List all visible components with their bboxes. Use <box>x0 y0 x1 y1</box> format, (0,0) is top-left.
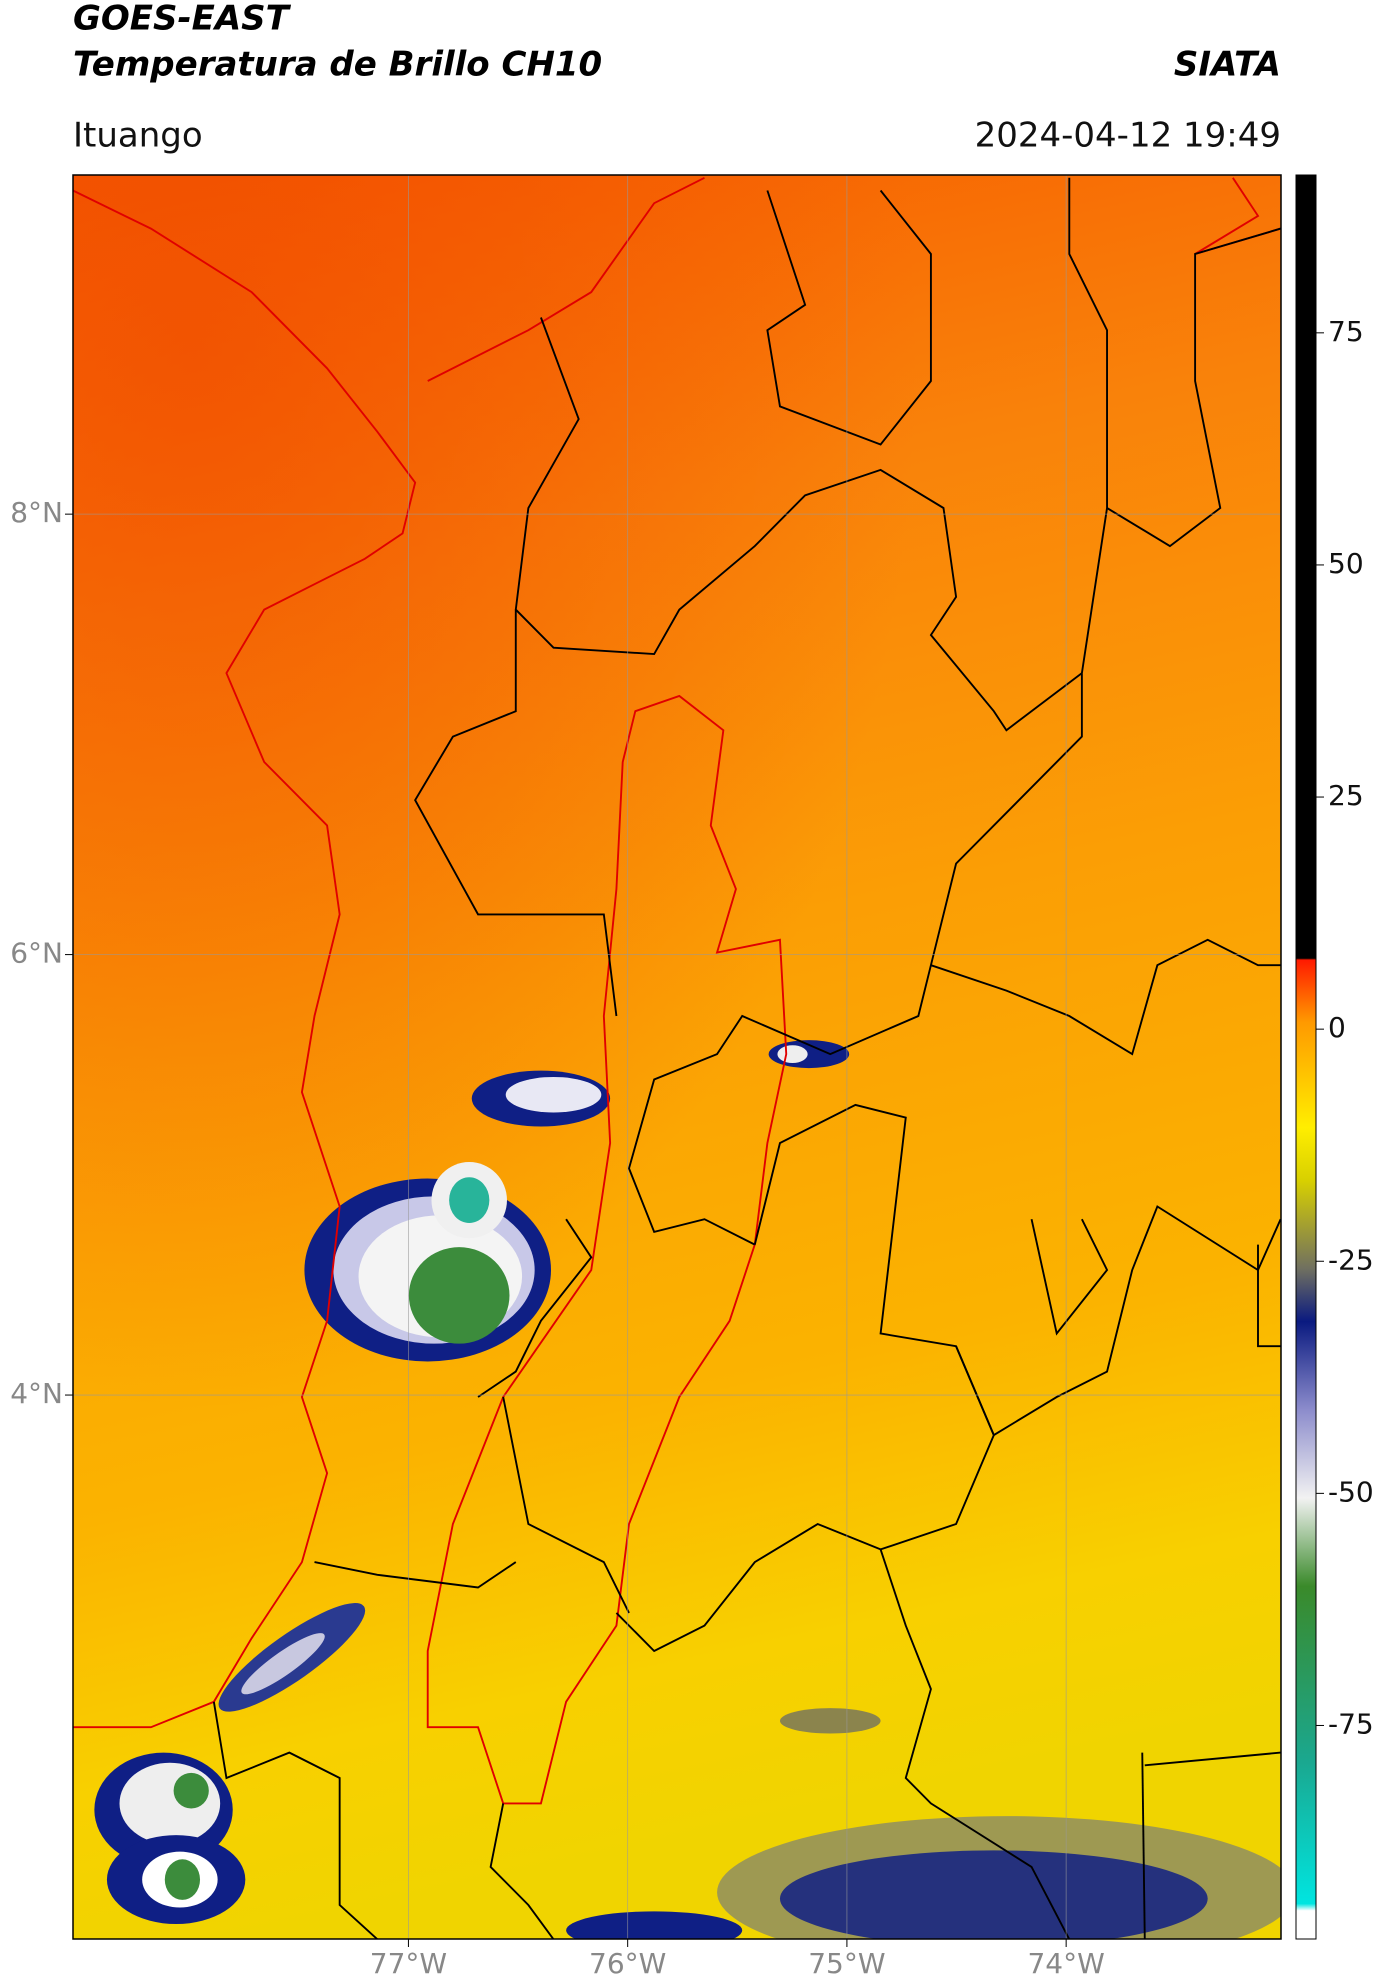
subtitle: Temperatura de Brillo CH10 <box>73 45 602 85</box>
title: GOES-EAST <box>73 0 292 39</box>
colorbar-tick-label: -25 <box>1328 1243 1374 1276</box>
y-tick-label: 8°N <box>10 496 63 529</box>
location: Ituango <box>73 116 203 156</box>
colorbar-tick-label: -50 <box>1328 1475 1374 1508</box>
colorbar-tick-label: 25 <box>1328 779 1364 812</box>
x-tick-label: 75°W <box>808 1947 885 1980</box>
grid <box>73 175 1281 1939</box>
colorbar-tick-label: 0 <box>1328 1011 1346 1044</box>
y-tick-label: 6°N <box>10 937 63 970</box>
x-tick-label: 77°W <box>370 1947 447 1980</box>
x-tick-label: 74°W <box>1027 1947 1104 1980</box>
colorbar <box>1295 174 1317 1940</box>
colorbar-tick-label: -75 <box>1328 1707 1374 1740</box>
datetime: 2024-04-12 19:49 <box>975 116 1281 156</box>
colorbar-tick-label: 50 <box>1328 547 1364 580</box>
y-tick-label: 4°N <box>10 1377 63 1410</box>
map-image <box>73 175 1281 1939</box>
map-frame <box>72 174 1282 1940</box>
source: SIATA <box>1174 45 1281 85</box>
colorbar-tick-label: 75 <box>1328 315 1364 348</box>
x-tick-label: 76°W <box>589 1947 666 1980</box>
